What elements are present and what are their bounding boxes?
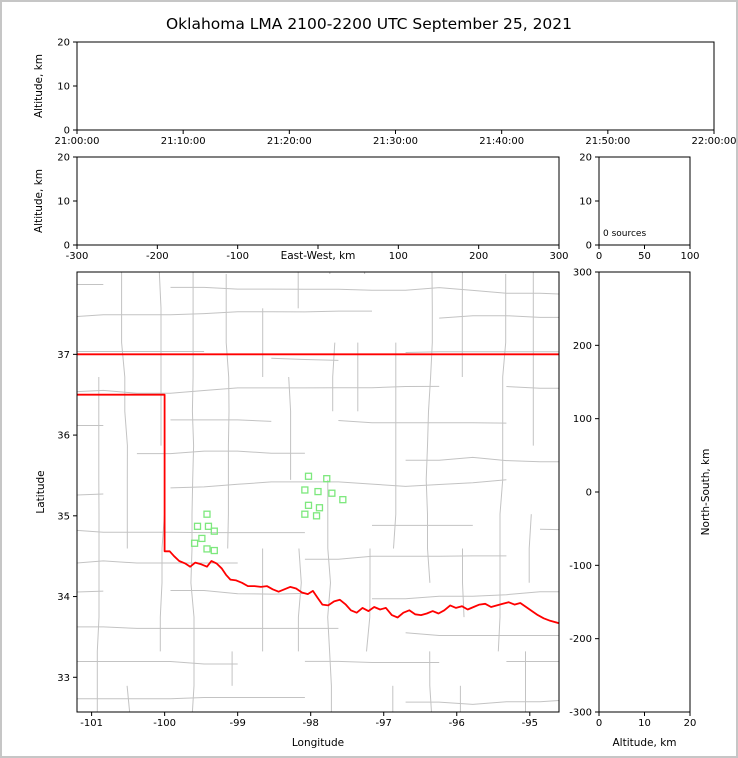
x-tick-label: 21:40:00 bbox=[479, 136, 524, 147]
ew_height-ylabel: Altitude, km bbox=[33, 169, 45, 233]
y-tick-label: -300 bbox=[569, 708, 592, 719]
lma-station-marker bbox=[328, 489, 336, 497]
y-tick-label: -100 bbox=[569, 561, 592, 572]
time_height-ylabel: Altitude, km bbox=[33, 54, 45, 118]
x-tick-label: 21:00:00 bbox=[55, 136, 100, 147]
x-tick-label: 100 bbox=[680, 251, 699, 262]
x-tick-label: -97 bbox=[376, 718, 392, 729]
x-tick-label: 21:30:00 bbox=[373, 136, 418, 147]
y-tick-label: 0 bbox=[64, 241, 70, 252]
x-tick-label: 100 bbox=[389, 251, 408, 262]
figure-title: Oklahoma LMA 2100-2200 UTC September 25,… bbox=[165, 15, 573, 33]
lma-station-marker bbox=[301, 486, 309, 494]
y-tick-label: 10 bbox=[579, 197, 592, 208]
lma-station-marker bbox=[304, 501, 313, 509]
lma-station-marker bbox=[315, 504, 324, 512]
panel-frame bbox=[598, 156, 691, 246]
x-tick-label: -96 bbox=[449, 718, 465, 729]
ns_height-xlabel: Altitude, km bbox=[612, 737, 676, 749]
y-tick-label: 200 bbox=[573, 341, 592, 352]
x-tick-label: -95 bbox=[522, 718, 538, 729]
x-tick-label: -100 bbox=[226, 251, 249, 262]
x-tick-label: 50 bbox=[638, 251, 651, 262]
lma-station-marker bbox=[190, 539, 199, 547]
x-tick-label: 200 bbox=[469, 251, 488, 262]
oklahoma-state-border bbox=[77, 353, 559, 625]
y-tick-label: 10 bbox=[57, 82, 70, 93]
x-tick-label: 20 bbox=[684, 718, 697, 729]
lma-station-marker bbox=[323, 475, 331, 483]
ew_height-panel: -300 -200 -100 100 200 300 0 10 20 East-West, km A… bbox=[33, 153, 569, 263]
lma-station-marker bbox=[193, 522, 202, 530]
x-tick-label: 21:10:00 bbox=[161, 136, 206, 147]
x-tick-label: -101 bbox=[80, 718, 103, 729]
y-tick-label: 33 bbox=[57, 673, 70, 684]
y-tick-label: 300 bbox=[573, 268, 592, 279]
time_height-panel: 21:00:00 21:10:00 21:20:00 21:30:00 21:40:00… bbox=[33, 38, 736, 148]
lma-station-marker bbox=[312, 512, 321, 520]
x-tick-label: -99 bbox=[229, 718, 245, 729]
x-tick-label: -300 bbox=[66, 251, 89, 262]
lma-station-marker bbox=[210, 546, 218, 555]
ns_height-ylabel: North-South, km bbox=[700, 449, 712, 536]
source_histogram-panel: 0 50 100 0 10 20 0 sources bbox=[579, 153, 699, 263]
plan_view-ylabel: Latitude bbox=[35, 470, 47, 513]
y-tick-label: 10 bbox=[57, 197, 70, 208]
x-tick-label: -200 bbox=[146, 251, 169, 262]
x-tick-label: 10 bbox=[638, 718, 651, 729]
x-tick-label: 0 bbox=[596, 251, 602, 262]
panel-frame bbox=[598, 271, 691, 713]
lma-station-marker bbox=[304, 472, 313, 480]
lma-station-marker bbox=[203, 545, 211, 553]
x-tick-label: 21:20:00 bbox=[267, 136, 312, 147]
panel-frame bbox=[76, 271, 560, 713]
y-tick-label: -200 bbox=[569, 634, 592, 645]
x-tick-label: -98 bbox=[303, 718, 319, 729]
y-tick-label: 0 bbox=[586, 488, 592, 499]
x-tick-label: 22:00:00 bbox=[692, 136, 736, 147]
lma-station-marker bbox=[203, 510, 211, 518]
y-tick-label: 20 bbox=[57, 38, 70, 49]
lma-stations bbox=[190, 472, 347, 555]
y-tick-label: 35 bbox=[57, 511, 70, 522]
panel-frame bbox=[76, 41, 715, 131]
ew_height-xlabel: East-West, km bbox=[281, 250, 356, 262]
panel-frame bbox=[76, 156, 560, 246]
lma-station-marker bbox=[198, 534, 206, 543]
y-tick-label: 100 bbox=[573, 414, 592, 425]
y-tick-label: 37 bbox=[57, 350, 70, 361]
lma-station-marker bbox=[301, 510, 309, 518]
y-tick-label: 36 bbox=[57, 431, 70, 442]
x-tick-label: -100 bbox=[153, 718, 176, 729]
lma-station-marker bbox=[314, 487, 322, 496]
lma-station-marker bbox=[210, 527, 218, 535]
x-tick-label: 0 bbox=[596, 718, 602, 729]
lma-station-marker bbox=[339, 496, 347, 504]
y-tick-label: 20 bbox=[579, 153, 592, 164]
lma-station-marker bbox=[204, 522, 213, 530]
ns_height-panel: 0 10 20 -300 -200 -100 0 100 200 300 Altitude, km N… bbox=[569, 268, 712, 750]
y-tick-label: 34 bbox=[57, 592, 70, 603]
plan_view-xlabel: Longitude bbox=[292, 737, 344, 749]
y-tick-label: 0 bbox=[586, 241, 592, 252]
x-tick-label: 21:50:00 bbox=[585, 136, 630, 147]
y-tick-label: 20 bbox=[57, 153, 70, 164]
y-tick-label: 0 bbox=[64, 126, 70, 137]
source-count-annotation: 0 sources bbox=[603, 229, 646, 239]
plan_view-panel: -101 -100 -99 -98 -97 -96 -95 33 34 35 36 37 Longitu… bbox=[35, 272, 559, 749]
x-tick-label: 300 bbox=[549, 251, 568, 262]
